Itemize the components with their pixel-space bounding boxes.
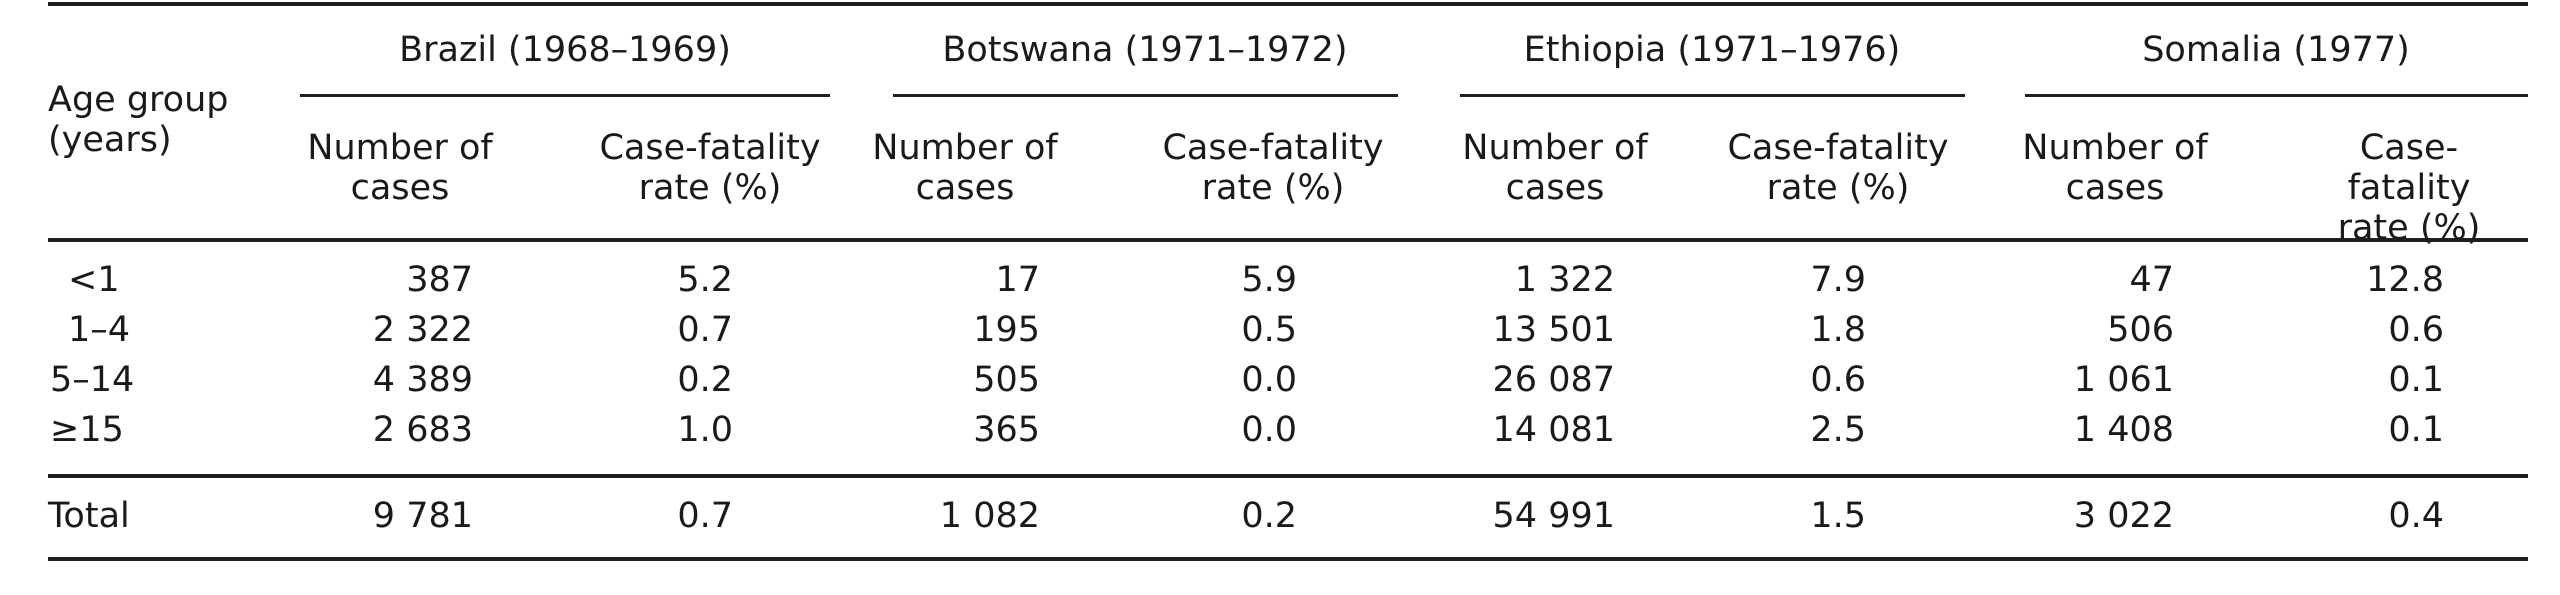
total-brazil-cases: 9 781 bbox=[372, 496, 473, 536]
total-somalia-cfr: 0.4 bbox=[2388, 496, 2444, 536]
cell-ethiopia-cases: 26 087 bbox=[1492, 360, 1615, 400]
stub-header-line-2: (years) bbox=[48, 120, 172, 160]
subheader-ethiopia-cfr: Case-fatality rate (%) bbox=[1727, 128, 1949, 208]
cell-brazil-cfr: 0.2 bbox=[677, 360, 733, 400]
cell-ethiopia-cases: 14 081 bbox=[1492, 410, 1615, 450]
total-top-rule bbox=[48, 474, 2528, 478]
cell-brazil-cfr: 5.2 bbox=[677, 260, 733, 300]
cell-botswana-cases: 365 bbox=[973, 410, 1040, 450]
subheader-somalia-cases: Number of cases bbox=[2022, 128, 2208, 208]
total-ethiopia-cases: 54 991 bbox=[1492, 496, 1615, 536]
subheader-ethiopia-cases: Number of cases bbox=[1462, 128, 1648, 208]
cell-brazil-cases: 4 389 bbox=[372, 360, 473, 400]
row-age-label: <1 bbox=[68, 260, 120, 300]
cell-brazil-cases: 2 322 bbox=[372, 310, 473, 350]
cell-ethiopia-cfr: 7.9 bbox=[1810, 260, 1866, 300]
cell-ethiopia-cases: 13 501 bbox=[1492, 310, 1615, 350]
subheader-somalia-cfr: Case-fatality rate (%) bbox=[2337, 128, 2481, 248]
cell-botswana-cases: 505 bbox=[973, 360, 1040, 400]
country-header-brazil: Brazil (1968–1969) bbox=[399, 30, 731, 70]
total-somalia-cases: 3 022 bbox=[2073, 496, 2174, 536]
cell-somalia-cases: 47 bbox=[2129, 260, 2174, 300]
country-header-somalia: Somalia (1977) bbox=[2142, 30, 2410, 70]
subheader-brazil-cfr: Case-fatality rate (%) bbox=[599, 128, 821, 208]
cell-ethiopia-cfr: 0.6 bbox=[1810, 360, 1866, 400]
stub-header-line-1: Age group bbox=[48, 80, 229, 120]
group-rule-brazil bbox=[300, 94, 830, 97]
cell-botswana-cfr: 5.9 bbox=[1241, 260, 1297, 300]
cell-ethiopia-cfr: 1.8 bbox=[1810, 310, 1866, 350]
row-age-label: ≥15 bbox=[50, 410, 124, 450]
subheader-brazil-cases: Number of cases bbox=[307, 128, 493, 208]
cell-brazil-cases: 387 bbox=[406, 260, 473, 300]
cell-somalia-cfr: 0.1 bbox=[2388, 360, 2444, 400]
cell-somalia-cfr: 0.1 bbox=[2388, 410, 2444, 450]
country-header-ethiopia: Ethiopia (1971–1976) bbox=[1523, 30, 1901, 70]
cell-botswana-cfr: 0.5 bbox=[1241, 310, 1297, 350]
cell-brazil-cases: 2 683 bbox=[372, 410, 473, 450]
cell-somalia-cfr: 0.6 bbox=[2388, 310, 2444, 350]
country-header-botswana: Botswana (1971–1972) bbox=[942, 30, 1348, 70]
total-botswana-cfr: 0.2 bbox=[1241, 496, 1297, 536]
total-botswana-cases: 1 082 bbox=[939, 496, 1040, 536]
cell-brazil-cfr: 0.7 bbox=[677, 310, 733, 350]
row-age-label: 1–4 bbox=[68, 310, 131, 350]
subheader-botswana-cases: Number of cases bbox=[872, 128, 1058, 208]
bottom-rule bbox=[48, 557, 2528, 561]
group-rule-botswana bbox=[893, 94, 1398, 97]
cell-botswana-cfr: 0.0 bbox=[1241, 410, 1297, 450]
cell-somalia-cfr: 12.8 bbox=[2366, 260, 2444, 300]
top-rule bbox=[48, 2, 2528, 6]
cell-botswana-cases: 17 bbox=[995, 260, 1040, 300]
cell-ethiopia-cases: 1 322 bbox=[1514, 260, 1615, 300]
total-ethiopia-cfr: 1.5 bbox=[1810, 496, 1866, 536]
cell-ethiopia-cfr: 2.5 bbox=[1810, 410, 1866, 450]
cell-botswana-cfr: 0.0 bbox=[1241, 360, 1297, 400]
stub-header: Age group (years) bbox=[48, 80, 228, 160]
total-label: Total bbox=[48, 496, 130, 536]
row-age-label: 5–14 bbox=[50, 360, 135, 400]
cell-somalia-cases: 1 408 bbox=[2073, 410, 2174, 450]
cell-botswana-cases: 195 bbox=[973, 310, 1040, 350]
group-rule-somalia bbox=[2025, 94, 2528, 97]
header-bottom-rule bbox=[48, 238, 2528, 242]
subheader-botswana-cfr: Case-fatality rate (%) bbox=[1162, 128, 1384, 208]
cell-somalia-cases: 506 bbox=[2107, 310, 2174, 350]
cell-brazil-cfr: 1.0 bbox=[677, 410, 733, 450]
cell-somalia-cases: 1 061 bbox=[2073, 360, 2174, 400]
total-brazil-cfr: 0.7 bbox=[677, 496, 733, 536]
group-rule-ethiopia bbox=[1460, 94, 1965, 97]
